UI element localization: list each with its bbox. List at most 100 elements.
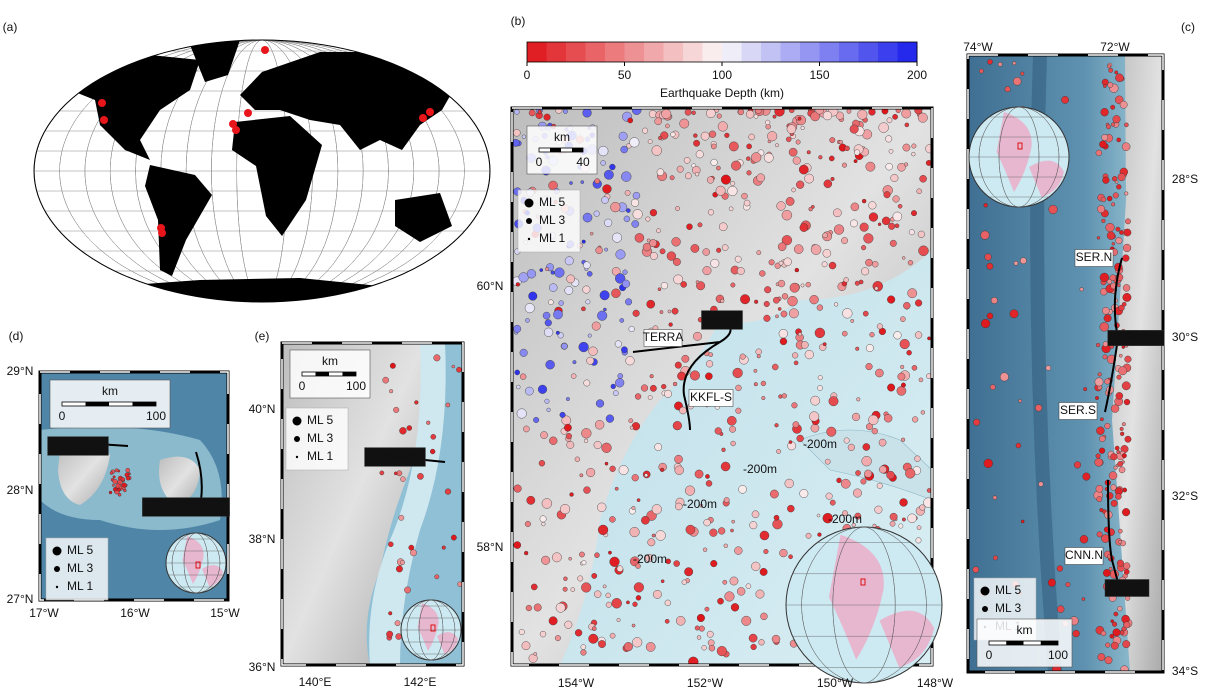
earthquake bbox=[885, 135, 893, 143]
earthquake bbox=[1119, 426, 1124, 431]
earthquake bbox=[1111, 176, 1118, 182]
earthquake bbox=[1100, 108, 1109, 117]
earthquake bbox=[892, 195, 900, 203]
earthquake bbox=[855, 470, 861, 476]
earthquake bbox=[854, 280, 860, 286]
earthquake bbox=[433, 354, 441, 362]
earthquake bbox=[629, 527, 640, 538]
earthquake bbox=[767, 131, 778, 142]
earthquake bbox=[605, 601, 612, 608]
legend-symbol bbox=[524, 198, 534, 208]
colorbar-step bbox=[897, 42, 918, 62]
colorbar-step bbox=[644, 42, 664, 62]
earthquake bbox=[1123, 398, 1131, 406]
earthquake bbox=[804, 350, 814, 360]
earthquake bbox=[710, 560, 718, 568]
earthquake bbox=[1110, 484, 1117, 491]
earthquake bbox=[777, 307, 782, 311]
earthquake bbox=[569, 492, 574, 497]
earthquake bbox=[789, 282, 800, 293]
earthquake bbox=[586, 356, 595, 365]
earthquake bbox=[648, 110, 657, 118]
earthquake bbox=[901, 382, 906, 388]
earthquake bbox=[763, 152, 774, 163]
earthquake bbox=[631, 422, 641, 431]
earthquake bbox=[999, 372, 1009, 382]
earthquake bbox=[1099, 272, 1109, 283]
lat-label: 60°N bbox=[477, 279, 504, 293]
earthquake bbox=[658, 135, 663, 141]
earthquake bbox=[642, 127, 649, 134]
earthquake bbox=[701, 645, 707, 651]
earthquake bbox=[521, 641, 531, 651]
earthquake bbox=[741, 615, 752, 626]
earthquake bbox=[541, 522, 546, 527]
earthquake bbox=[720, 174, 731, 185]
earthquake bbox=[706, 108, 716, 119]
earthquake bbox=[865, 258, 873, 267]
earthquake bbox=[781, 209, 793, 221]
earthquake bbox=[695, 280, 700, 284]
earthquake bbox=[1100, 196, 1107, 203]
legend-symbol bbox=[54, 566, 60, 572]
earthquake bbox=[519, 348, 528, 357]
earthquake bbox=[973, 418, 981, 426]
earthquake bbox=[656, 168, 665, 176]
earthquake bbox=[916, 188, 922, 195]
earthquake bbox=[591, 573, 598, 579]
lon-label: 72°W bbox=[1100, 40, 1130, 54]
earthquake bbox=[724, 132, 730, 138]
lon-label: 15°W bbox=[210, 606, 240, 620]
contour-label: -200m bbox=[683, 497, 717, 511]
earthquake bbox=[632, 209, 643, 220]
earthquake bbox=[382, 376, 389, 384]
earthquake bbox=[635, 595, 642, 601]
earthquake bbox=[816, 513, 821, 518]
earthquake bbox=[872, 523, 877, 528]
colorbar-step bbox=[800, 42, 820, 62]
earthquake bbox=[919, 504, 926, 511]
earthquake bbox=[524, 303, 535, 314]
earthquake bbox=[645, 216, 651, 222]
earthquake bbox=[1105, 222, 1115, 233]
map-border bbox=[33, 39, 491, 303]
earthquake bbox=[388, 611, 393, 616]
earthquake bbox=[586, 271, 593, 277]
earthquake bbox=[1123, 562, 1131, 570]
earthquake bbox=[1038, 481, 1044, 487]
scale-unit: km bbox=[322, 354, 338, 368]
earthquake bbox=[108, 490, 113, 495]
earthquake bbox=[892, 113, 898, 120]
lat-label: 40°N bbox=[249, 402, 276, 416]
place-label-box bbox=[701, 310, 743, 330]
earthquake bbox=[791, 187, 796, 193]
earthquake bbox=[1109, 633, 1115, 639]
earthquake bbox=[1121, 453, 1127, 459]
earthquake bbox=[822, 249, 832, 258]
earthquake bbox=[549, 283, 558, 292]
place-label-box bbox=[688, 389, 734, 407]
earthquake bbox=[609, 632, 616, 639]
earthquake bbox=[860, 478, 867, 485]
earthquake bbox=[562, 108, 568, 114]
earthquake bbox=[899, 339, 910, 350]
earthquake bbox=[897, 372, 906, 381]
earthquake bbox=[445, 402, 451, 408]
colorbar-step bbox=[819, 42, 840, 62]
earthquake bbox=[716, 247, 722, 253]
earthquake bbox=[664, 599, 671, 607]
earthquake bbox=[518, 629, 525, 635]
earthquake bbox=[914, 108, 923, 115]
world-map bbox=[34, 40, 490, 302]
earthquake bbox=[1096, 342, 1101, 348]
earthquake bbox=[593, 210, 600, 217]
earthquake bbox=[651, 533, 656, 538]
earthquake bbox=[1082, 472, 1091, 481]
earthquake bbox=[727, 185, 738, 196]
map-frame-ticks bbox=[967, 54, 1164, 673]
earthquake bbox=[1095, 149, 1102, 157]
earthquake bbox=[894, 223, 900, 229]
earthquake bbox=[395, 633, 402, 640]
colorbar-step bbox=[527, 42, 547, 62]
